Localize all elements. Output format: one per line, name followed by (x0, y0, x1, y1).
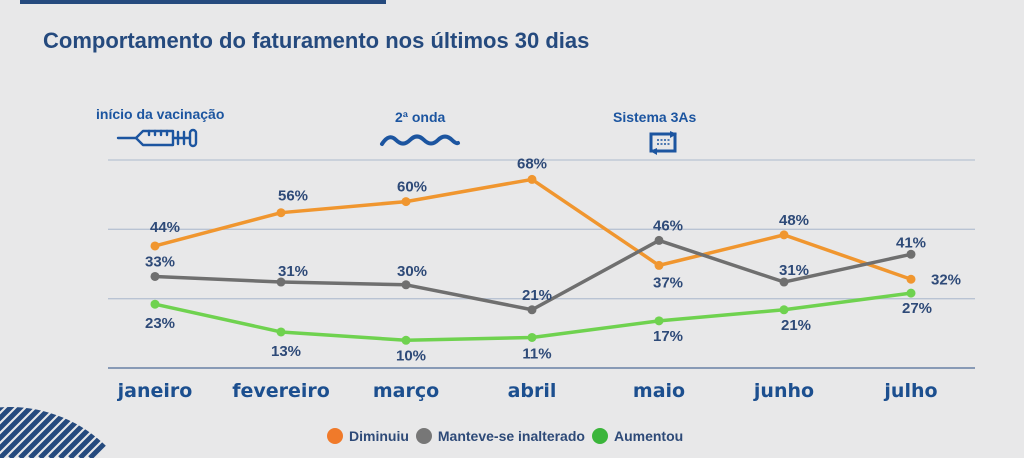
data-point (654, 316, 664, 326)
data-label: 60% (397, 179, 427, 196)
data-point (276, 327, 286, 337)
x-tick-label: junho (753, 380, 814, 402)
data-label: 30% (397, 263, 427, 280)
data-label: 11% (522, 345, 551, 362)
x-tick-label: abril (508, 380, 557, 402)
legend-item-aumentou: Aumentou (591, 428, 684, 444)
data-label: 41% (896, 234, 926, 251)
data-point (779, 277, 789, 287)
data-label: 27% (902, 300, 932, 317)
legend-label-diminuiu: Diminuiu (349, 428, 409, 444)
data-label: 32% (931, 271, 961, 288)
chart-title: Comportamento do faturamento nos últimos… (43, 28, 590, 53)
data-point (276, 208, 286, 218)
data-label: 31% (278, 263, 308, 280)
data-label: 44% (150, 219, 180, 236)
data-point (906, 249, 916, 259)
annotation-second-wave-label: 2ª onda (395, 109, 446, 125)
data-label: 13% (271, 343, 301, 360)
legend-dot-manteve (415, 428, 432, 444)
data-point (150, 299, 160, 309)
legend: Diminuiu Manteve-se inalterado Aumentou (327, 428, 690, 444)
syringe-icon (116, 128, 198, 148)
legend-dot-diminuiu (327, 428, 343, 444)
data-point (779, 230, 789, 240)
header-frame (20, 0, 386, 4)
x-tick-label: janeiro (117, 380, 193, 402)
x-tick-label: março (373, 380, 439, 402)
data-point (276, 277, 286, 287)
data-point (527, 332, 537, 342)
data-label: 23% (145, 315, 175, 332)
x-tick-label: julho (883, 380, 937, 402)
data-point (654, 260, 664, 270)
annotation-vaccination-label: início da vacinação (96, 106, 225, 122)
decorative-stripes (0, 407, 130, 458)
legend-label-aumentou: Aumentou (613, 428, 684, 444)
data-label: 17% (653, 328, 683, 345)
legend-item-diminuiu: Diminuiu (327, 428, 409, 444)
data-label: 33% (145, 253, 175, 270)
data-point (401, 197, 411, 207)
data-label: 56% (278, 188, 308, 205)
data-label: 46% (653, 217, 683, 234)
data-point (527, 174, 537, 184)
legend-item-manteve: Manteve-se inalterado (415, 428, 585, 444)
data-point (527, 305, 537, 315)
data-label: 31% (779, 262, 809, 279)
transfer-arrows-icon (649, 131, 677, 155)
data-point (779, 305, 789, 315)
wave-icon (380, 134, 460, 146)
data-point (150, 271, 160, 281)
data-label: 21% (781, 317, 811, 334)
legend-label-manteve: Manteve-se inalterado (437, 428, 585, 444)
x-tick-label: fevereiro (232, 380, 330, 402)
data-label: 10% (396, 347, 426, 364)
data-point (906, 288, 916, 298)
data-label: 37% (653, 274, 683, 291)
data-point (906, 274, 916, 284)
data-point (150, 241, 160, 251)
data-label: 48% (779, 212, 809, 229)
annotation-sistema-3as-label: Sistema 3As (613, 109, 697, 125)
data-point (401, 335, 411, 345)
data-label: 21% (522, 287, 552, 304)
data-point (401, 280, 411, 290)
legend-dot-aumentou (591, 428, 608, 444)
data-label: 68% (517, 155, 547, 172)
x-tick-label: maio (633, 380, 685, 402)
data-point (654, 235, 664, 245)
